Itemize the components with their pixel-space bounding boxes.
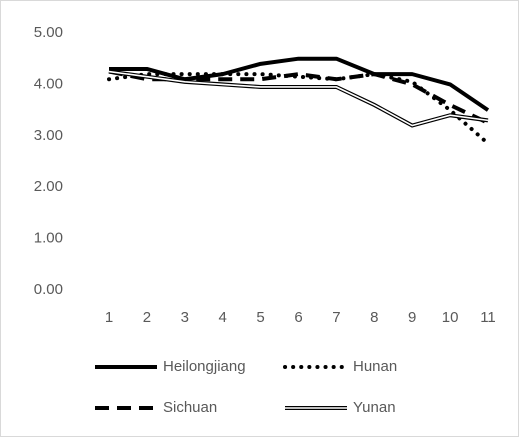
y-tick-label: 5.00: [34, 24, 63, 41]
legend-label: Hunan: [353, 358, 397, 375]
x-tick-label: 3: [181, 309, 189, 326]
legend-label: Heilongjiang: [163, 358, 246, 375]
x-tick-label: 11: [480, 309, 496, 326]
legend-label: Yunan: [353, 399, 396, 416]
x-tick-label: 1: [105, 309, 113, 326]
y-tick-label: 1.00: [34, 230, 63, 247]
series-line: [107, 72, 490, 146]
series-line: [108, 69, 489, 125]
series-line-inner: [108, 70, 489, 127]
x-tick-label: 7: [332, 309, 340, 326]
y-tick-label: 4.00: [34, 75, 63, 92]
x-tick-label: 4: [219, 309, 227, 326]
x-tick-label: 6: [294, 309, 302, 326]
y-tick-label: 3.00: [34, 127, 63, 144]
x-tick-label: 2: [143, 309, 151, 326]
x-tick-label: 5: [256, 309, 264, 326]
series-line: [109, 56, 490, 112]
x-tick-label: 8: [370, 309, 378, 326]
legend-label: Sichuan: [163, 399, 217, 416]
y-tick-label: 2.00: [34, 178, 63, 195]
x-tick-label: 9: [408, 309, 416, 326]
x-tick-label: 10: [442, 309, 459, 326]
y-tick-label: 0.00: [34, 281, 63, 298]
